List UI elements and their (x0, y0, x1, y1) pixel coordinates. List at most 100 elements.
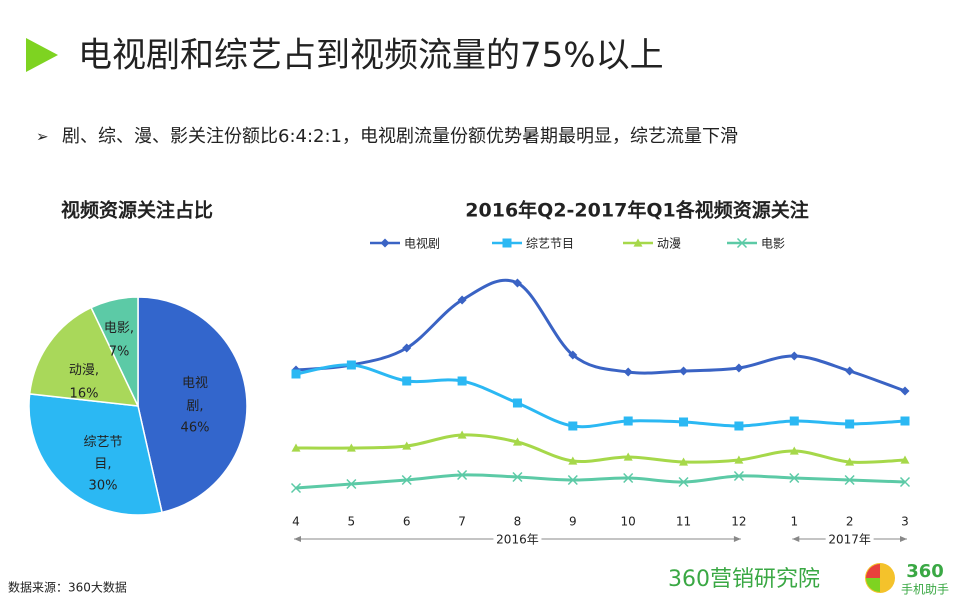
slice-label-line: 综艺节 (83, 435, 122, 450)
marker (568, 421, 578, 431)
slice-label-line: 剧, (186, 399, 203, 414)
marker (845, 419, 855, 429)
marker (734, 455, 744, 464)
marker (789, 416, 799, 426)
marker (679, 457, 689, 466)
pie-slice (137, 296, 248, 514)
marker (633, 238, 643, 247)
series-line (295, 473, 906, 490)
slice-label: 动漫, (69, 363, 99, 378)
marker (845, 457, 855, 466)
x-tick-label: 6 (403, 515, 411, 529)
marker (900, 416, 910, 426)
marker (899, 476, 911, 488)
marker (380, 238, 390, 248)
slice-label: 电影, (104, 321, 134, 336)
marker (346, 443, 356, 452)
series-line (295, 363, 906, 429)
bullet-text: 剧、综、漫、影关注份额比6:4:2:1，电视剧流量份额优势暑期最明显，综艺流量下… (62, 126, 738, 147)
logo-icon-part (866, 578, 880, 592)
marker (512, 471, 523, 483)
x-tick-label: 4 (292, 515, 300, 529)
slice-value-label: 16% (70, 387, 99, 402)
series-line (295, 433, 906, 464)
slice-value-label: 46% (181, 421, 210, 436)
marker (568, 456, 578, 465)
logo-text: 360营销研究院 (668, 567, 820, 592)
legend-label: 综艺节目 (526, 237, 574, 251)
x-tick-label: 8 (514, 515, 522, 529)
year-label-bg (825, 531, 874, 547)
marker (346, 478, 357, 490)
marker (457, 469, 468, 481)
legend-label: 电视剧 (404, 236, 440, 251)
x-tick-label: 10 (621, 515, 636, 529)
marker (512, 278, 522, 288)
slice-label: 综艺节目, (83, 435, 122, 472)
x-tick-label: 5 (348, 515, 356, 529)
pie-slice (28, 393, 163, 516)
title-icon (26, 38, 58, 72)
marker (402, 343, 412, 353)
logo2-bottom: 手机助手 (901, 583, 949, 597)
x-tick-label: 1 (790, 515, 798, 529)
marker (679, 366, 689, 376)
x-tick-label: 9 (569, 515, 577, 529)
slice-label-line: 目, (94, 457, 111, 472)
slice-value-label: 7% (109, 345, 130, 360)
legend-label: 动漫 (657, 237, 681, 251)
marker (402, 441, 412, 450)
slice-label: 电视剧, (182, 376, 208, 414)
marker (512, 398, 522, 408)
source: 数据来源：360大数据 (8, 580, 127, 595)
pie-slice (28, 306, 140, 407)
x-tick-label: 12 (731, 515, 746, 529)
marker (457, 295, 467, 305)
marker (736, 237, 748, 249)
marker (402, 376, 412, 386)
year-label: 2016年 (496, 533, 539, 547)
marker (623, 472, 634, 484)
marker (291, 443, 301, 452)
marker (502, 238, 512, 248)
logo2-top: 360 (906, 561, 944, 582)
marker (678, 476, 689, 488)
line-title: 2016年Q2-2017年Q1各视频资源关注 (465, 199, 808, 222)
marker (623, 367, 633, 377)
marker (401, 474, 412, 486)
marker (457, 430, 467, 439)
marker (734, 363, 744, 373)
marker (623, 416, 633, 426)
marker (457, 376, 467, 386)
x-tick-label: 2 (846, 515, 854, 529)
pie-slice (90, 296, 139, 407)
slice-label-line: 电影, (104, 321, 134, 336)
marker (845, 366, 855, 376)
marker (568, 350, 578, 360)
bullet-icon: ➢ (36, 128, 49, 146)
marker (844, 474, 855, 486)
marker (789, 472, 800, 484)
slice-label-line: 动漫, (69, 363, 99, 378)
slice-label-line: 电视 (182, 376, 208, 391)
year-label: 2017年 (828, 533, 871, 547)
year-label-bg (493, 531, 542, 547)
marker (291, 369, 301, 379)
x-tick-label: 11 (676, 515, 691, 529)
marker (290, 482, 302, 494)
marker (623, 452, 633, 461)
pie-title: 视频资源关注占比 (61, 199, 213, 222)
marker (512, 437, 522, 446)
marker (679, 417, 689, 427)
slide-title: 电视剧和综艺占到视频流量的75%以上 (78, 36, 664, 76)
marker (733, 470, 744, 482)
marker (789, 351, 799, 361)
x-tick-label: 7 (458, 515, 466, 529)
marker (346, 360, 356, 370)
marker (567, 474, 578, 486)
marker (900, 455, 910, 464)
slice-value-label: 30% (89, 479, 118, 494)
x-tick-label: 3 (901, 515, 909, 529)
logo-icon-part (866, 564, 880, 578)
